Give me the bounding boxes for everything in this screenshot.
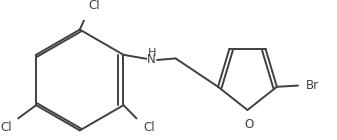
Text: Br: Br: [306, 79, 319, 92]
Text: Cl: Cl: [0, 121, 12, 134]
Text: O: O: [244, 118, 254, 131]
Text: H: H: [148, 48, 157, 58]
Text: N: N: [147, 53, 156, 66]
Text: Cl: Cl: [143, 121, 155, 134]
Text: Cl: Cl: [89, 0, 100, 12]
